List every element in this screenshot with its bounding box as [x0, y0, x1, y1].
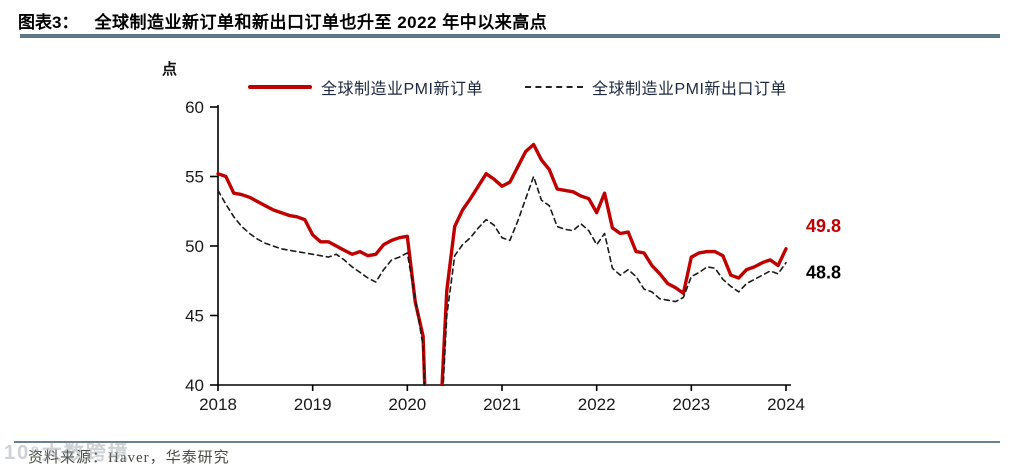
figure-number-label: 图表3： [18, 13, 79, 32]
export-orders-end-value: 48.8 [806, 263, 841, 283]
figure-header: 图表3： 全球制造业新订单和新出口订单也升至 2022 年中以来高点 [18, 8, 547, 33]
legend-dashed-line-icon [524, 86, 583, 88]
legend-label-new-orders: 全球制造业PMI新订单 [321, 81, 483, 98]
export-orders-line [217, 175, 787, 386]
x-tick-label: 2023 [672, 395, 710, 414]
source-note: 资料来源：Haver，华泰研究 [28, 450, 230, 466]
legend-item-new-orders: 全球制造业PMI新订单 [248, 75, 483, 99]
x-tick-label: 2018 [199, 395, 237, 414]
x-tick-label: 2019 [294, 395, 332, 414]
x-tick-label: 2024 [767, 395, 805, 414]
y-tick-label: 55 [185, 168, 204, 187]
chart-legend: 全球制造业PMI新订单 全球制造业PMI新出口订单 [248, 75, 787, 99]
x-tick-label: 2022 [578, 395, 616, 414]
legend-item-export-orders: 全球制造业PMI新出口订单 [524, 75, 787, 99]
legend-label-export-orders: 全球制造业PMI新出口订单 [591, 81, 787, 98]
y-axis-unit-label: 点 [162, 61, 178, 78]
y-tick-label: 50 [185, 237, 204, 256]
legend-solid-line-icon [248, 85, 312, 89]
x-tick-label: 2021 [483, 395, 521, 414]
y-tick-label: 45 [185, 307, 204, 326]
x-tick-label: 2020 [388, 395, 426, 414]
figure-title: 全球制造业新订单和新出口订单也升至 2022 年中以来高点 [94, 13, 548, 32]
new-orders-end-value: 49.8 [806, 216, 841, 236]
y-tick-label: 40 [185, 376, 204, 395]
footer-divider [14, 441, 1000, 443]
y-tick-label: 60 [185, 98, 204, 117]
title-divider [20, 34, 1000, 38]
new-orders-line [216, 142, 788, 386]
